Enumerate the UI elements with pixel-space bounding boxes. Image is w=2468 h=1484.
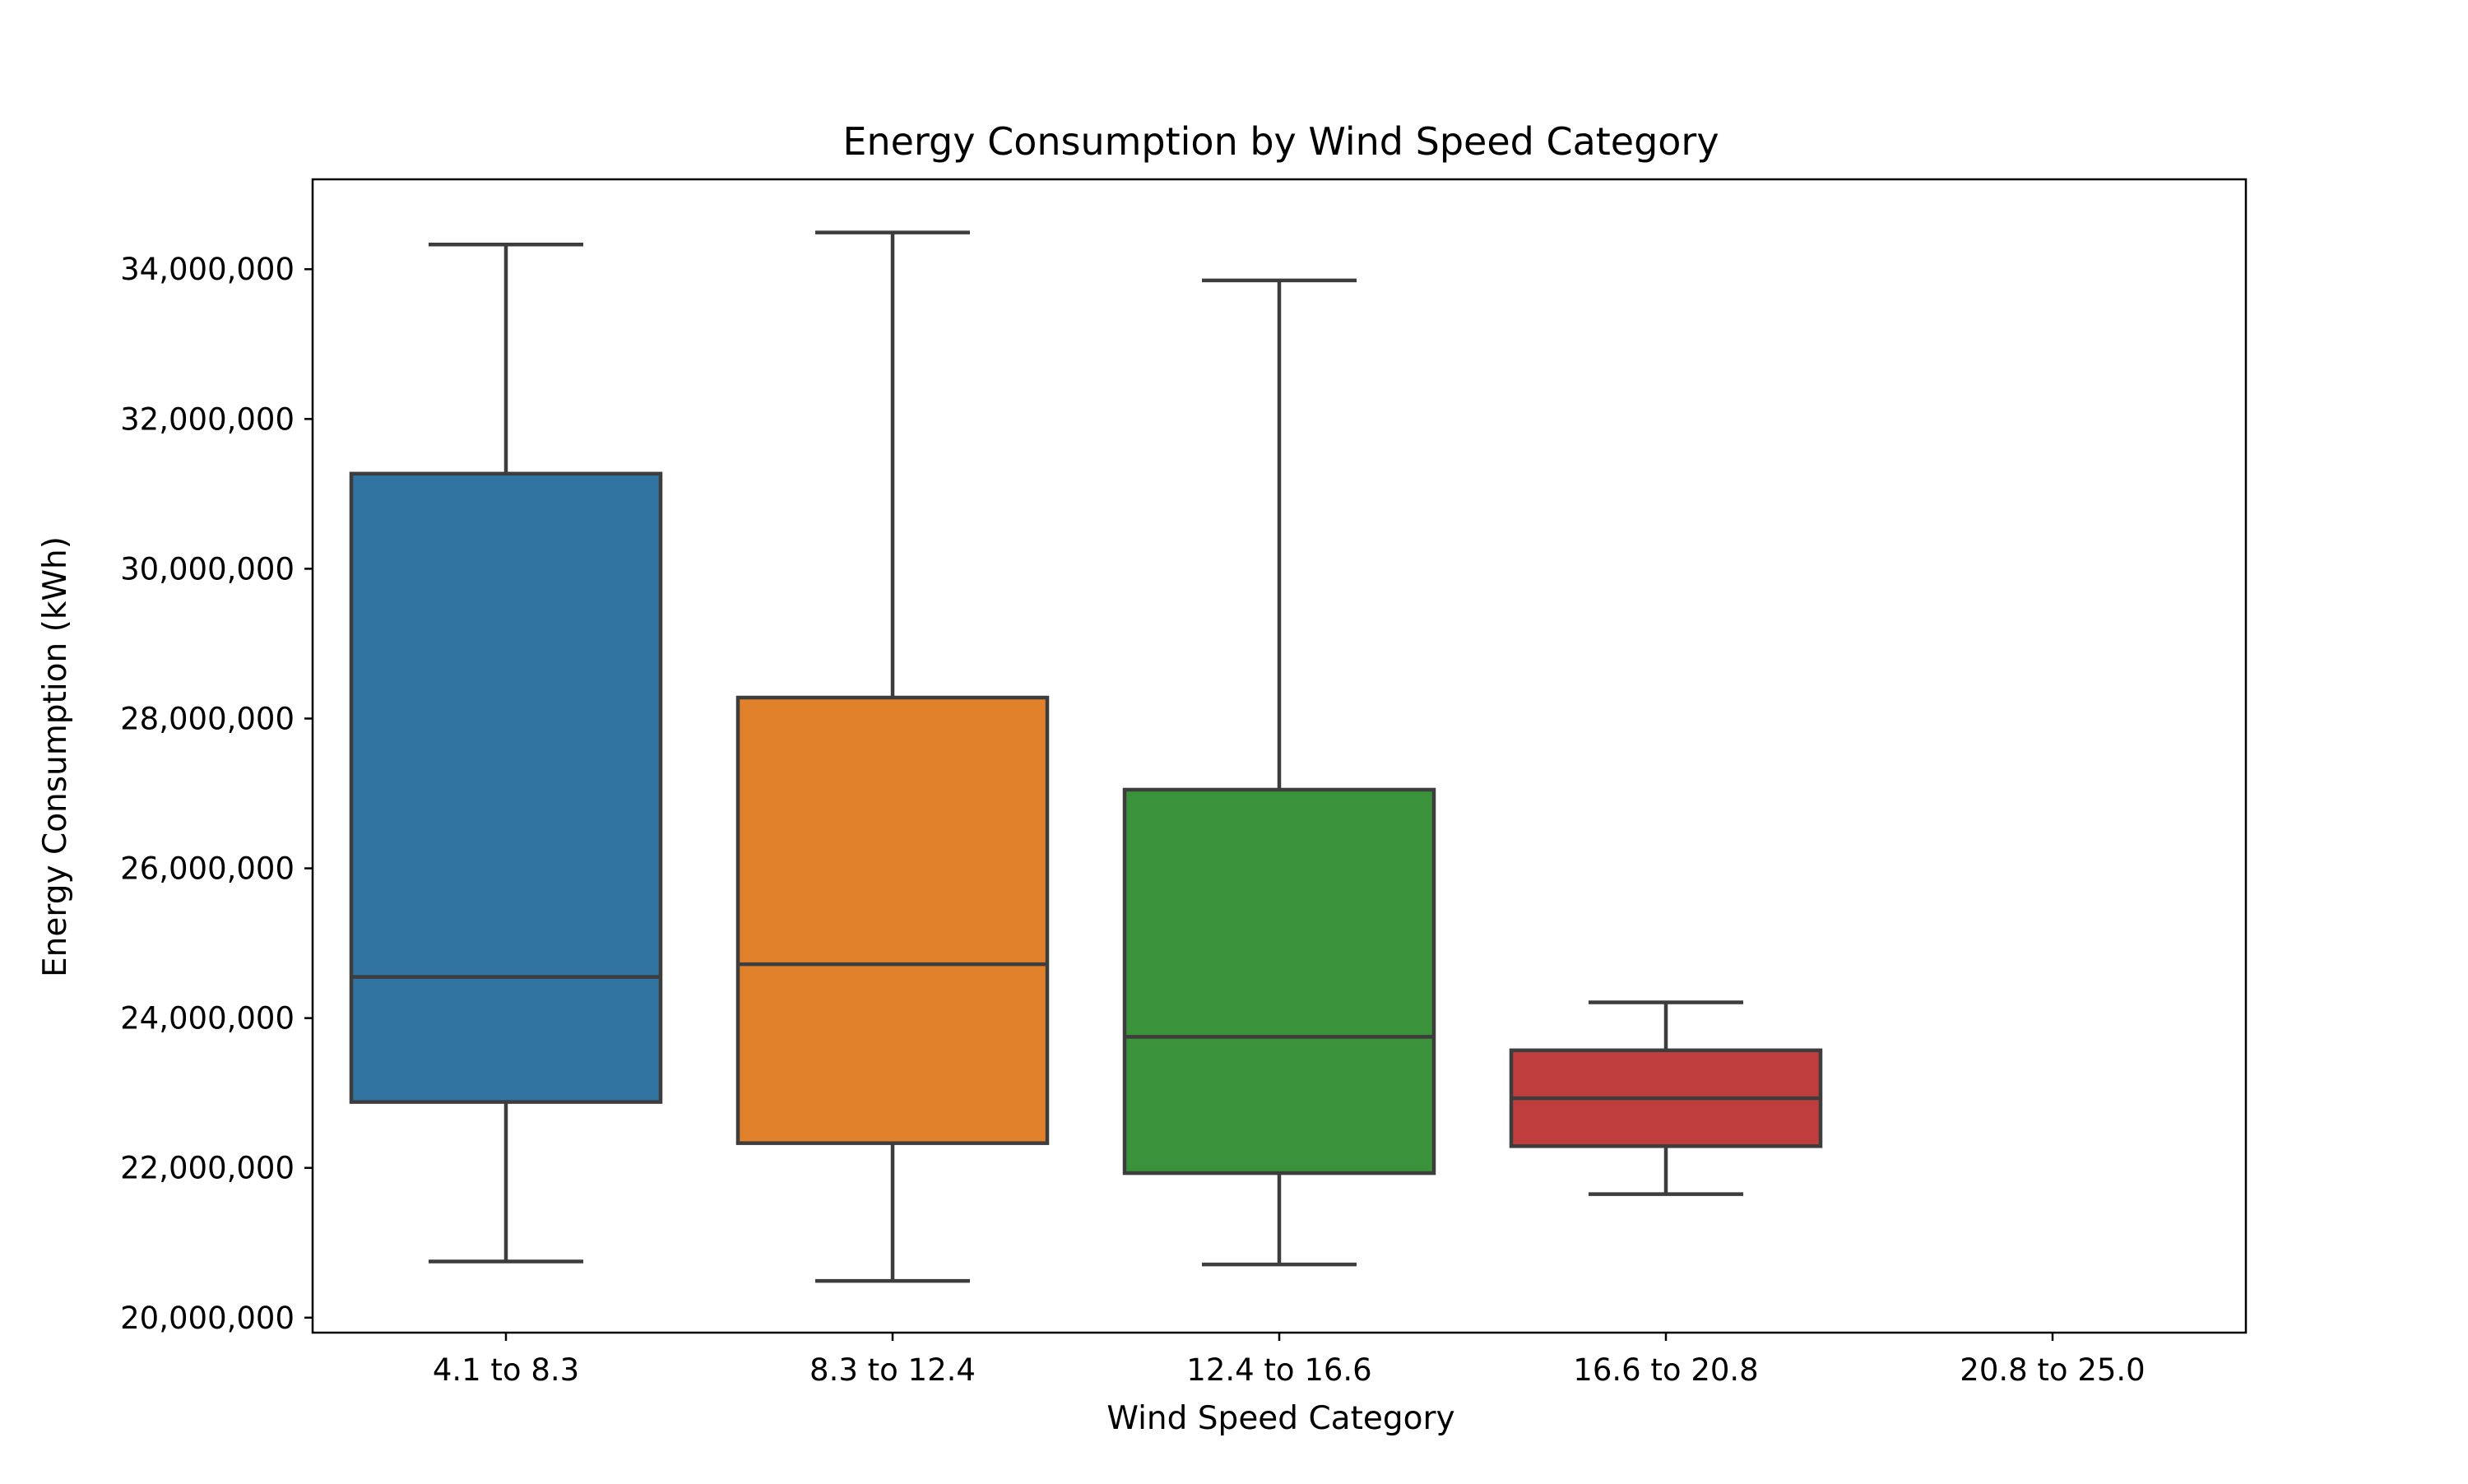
y-tick-label: 20,000,000: [120, 1301, 295, 1336]
y-axis-label: Energy Consumption (kWh): [37, 536, 74, 977]
x-tick-label: 16.6 to 20.8: [1573, 1352, 1758, 1388]
y-tick-label: 32,000,000: [120, 401, 295, 437]
x-tick-label: 20.8 to 25.0: [1960, 1352, 2145, 1388]
chart-title: Energy Consumption by Wind Speed Categor…: [842, 119, 1719, 164]
x-tick-label: 4.1 to 8.3: [433, 1352, 579, 1388]
box-iqr: [735, 695, 1050, 1145]
y-tick-label: 34,000,000: [120, 252, 295, 287]
x-tick-label: 12.4 to 16.6: [1186, 1352, 1371, 1388]
y-tick-label: 24,000,000: [120, 1001, 295, 1036]
y-tick-label: 30,000,000: [120, 551, 295, 587]
x-tick-label: 8.3 to 12.4: [810, 1352, 976, 1388]
plot-area: 20,000,000 22,000,000 24,000,000 26,000,000…: [120, 178, 2248, 1388]
y-tick-label: 26,000,000: [120, 851, 295, 887]
x-axis-label: Wind Speed Category: [1106, 1400, 1454, 1437]
y-tick-label: 28,000,000: [120, 701, 295, 736]
y-tick-label: 22,000,000: [120, 1151, 295, 1186]
box-iqr: [349, 471, 663, 1104]
box-iqr: [1122, 787, 1436, 1176]
